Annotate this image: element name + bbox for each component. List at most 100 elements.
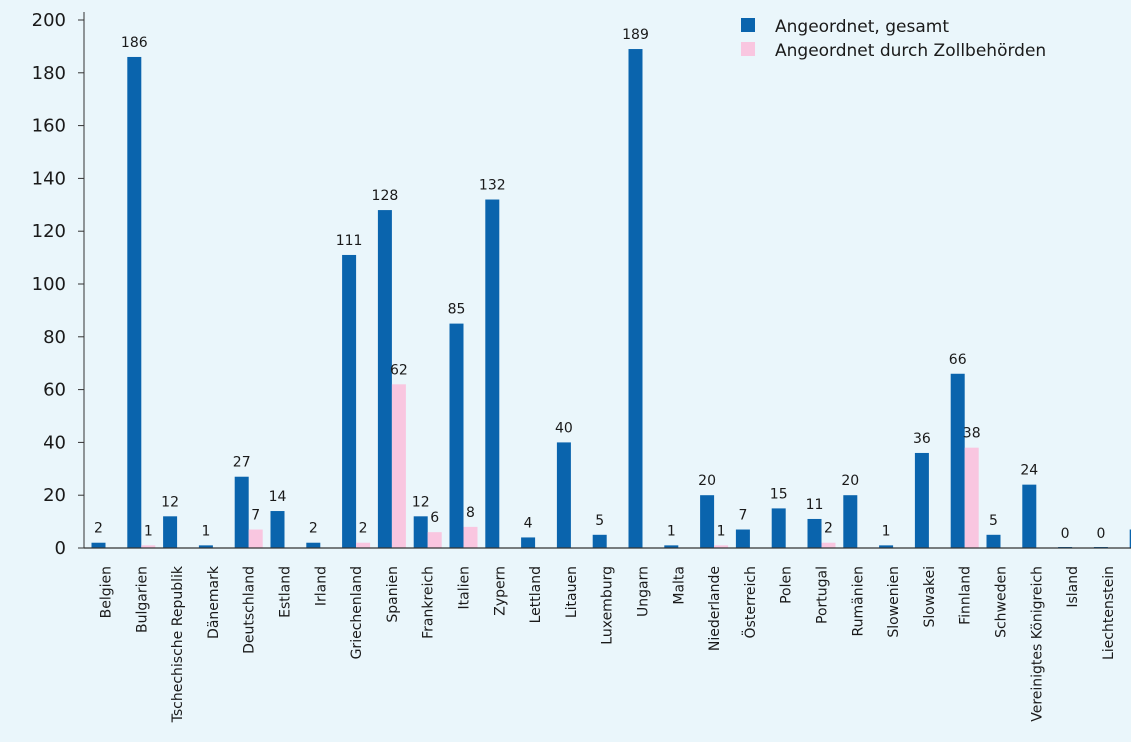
y-tick-label: 60: [43, 380, 66, 401]
data-label: 62: [390, 362, 408, 378]
bar: [248, 529, 263, 548]
bar: [664, 545, 679, 548]
x-tick-label: Irland: [313, 566, 329, 606]
data-label: 132: [479, 178, 506, 194]
y-tick-label: 20: [43, 485, 66, 506]
x-tick-label: Dänemark: [206, 565, 222, 639]
bar: [391, 384, 406, 548]
x-tick-label: Tschechische Republik: [170, 565, 186, 723]
data-label: 20: [698, 473, 716, 489]
data-label: 5: [989, 513, 998, 529]
x-tick-label: Schweden: [994, 566, 1010, 638]
data-label: 0: [1061, 526, 1070, 542]
x-tick-label: Deutschland: [242, 566, 258, 654]
bar: [556, 442, 571, 548]
data-label: 2: [824, 521, 833, 537]
bar: [342, 254, 357, 548]
x-tick-label: Finnland: [958, 566, 974, 625]
data-label: 128: [372, 188, 399, 204]
bar: [198, 545, 213, 548]
data-label: 24: [1020, 463, 1038, 479]
bar: [127, 56, 142, 549]
x-tick-label: Liechtenstein: [1101, 566, 1117, 660]
bar: [485, 199, 500, 548]
data-label: 11: [806, 497, 824, 513]
legend-label-total: Angeordnet, gesamt: [775, 17, 949, 37]
x-tick-label: Vereinigtes Königreich: [1029, 566, 1045, 722]
x-tick-label: Spanien: [385, 566, 401, 623]
y-tick-label: 160: [32, 116, 66, 137]
data-label: 8: [466, 505, 475, 521]
bar: [843, 495, 858, 548]
bar: [914, 452, 929, 548]
bar: [449, 323, 464, 548]
data-label: 2: [359, 521, 368, 537]
x-tick-label: Polen: [779, 566, 795, 604]
legend: Angeordnet, gesamt Angeordnet durch Zoll…: [741, 17, 1046, 61]
bar: [521, 537, 536, 548]
data-label: 2: [309, 521, 318, 537]
bar: [735, 529, 750, 548]
data-label: 1: [144, 523, 153, 539]
data-label: 1: [882, 523, 891, 539]
bar: [628, 49, 643, 548]
plot-area: 0204060801001201401601802002Belgien1861B…: [32, 10, 1131, 723]
x-tick-label: Estland: [278, 566, 294, 618]
data-label: 12: [412, 494, 430, 510]
x-tick-label: Slowenien: [886, 566, 902, 638]
bar: [1022, 484, 1037, 548]
data-label: 40: [555, 420, 573, 436]
x-tick-label: Zypern: [492, 566, 508, 616]
bar: [879, 545, 894, 548]
y-tick-label: 40: [43, 432, 66, 453]
y-tick-label: 120: [32, 221, 66, 242]
legend-label-customs: Angeordnet durch Zollbehörden: [775, 41, 1046, 61]
y-tick-label: 140: [32, 168, 66, 189]
bar: [950, 373, 965, 548]
legend-swatch-total: [741, 18, 755, 32]
data-label: 5: [595, 513, 604, 529]
y-tick-label: 200: [32, 10, 66, 31]
x-tick-label: Slowakei: [922, 566, 938, 627]
bar: [356, 542, 371, 548]
bar: [592, 534, 607, 548]
data-label: 38: [963, 426, 981, 442]
x-tick-label: Luxemburg: [600, 566, 616, 645]
bar: [821, 542, 836, 548]
data-label: 85: [448, 302, 466, 318]
x-tick-label: Niederlande: [707, 566, 723, 651]
x-tick-label: Portugal: [815, 566, 831, 624]
data-label: 111: [336, 233, 363, 249]
data-label: 2: [94, 521, 103, 537]
x-tick-label: Lettland: [528, 566, 544, 623]
legend-swatch-customs: [741, 42, 755, 56]
bar: [1129, 529, 1131, 548]
bar: [270, 511, 285, 548]
data-label: 14: [269, 489, 287, 505]
bar: [413, 516, 428, 548]
bar: [234, 476, 249, 548]
y-tick-label: 100: [32, 274, 66, 295]
bar: [377, 210, 392, 548]
bar: [163, 516, 178, 548]
data-label: 1: [667, 523, 676, 539]
bar: [714, 545, 729, 548]
x-tick-label: Malta: [671, 566, 687, 605]
y-tick-label: 80: [43, 327, 66, 348]
data-label: 66: [949, 352, 967, 368]
data-label: 12: [161, 494, 179, 510]
data-label: 1: [201, 523, 210, 539]
x-tick-label: Österreich: [741, 566, 759, 638]
x-tick-label: Litauen: [564, 566, 580, 618]
x-tick-label: Rumänien: [850, 566, 866, 636]
x-tick-label: Italien: [457, 566, 473, 609]
bar: [91, 542, 106, 548]
bar: [306, 542, 321, 548]
data-label: 1: [717, 523, 726, 539]
y-tick-label: 0: [55, 538, 66, 559]
bar: [807, 518, 822, 548]
bar: [427, 532, 442, 548]
data-label: 7: [251, 508, 260, 524]
x-tick-label: Griechenland: [349, 566, 365, 659]
